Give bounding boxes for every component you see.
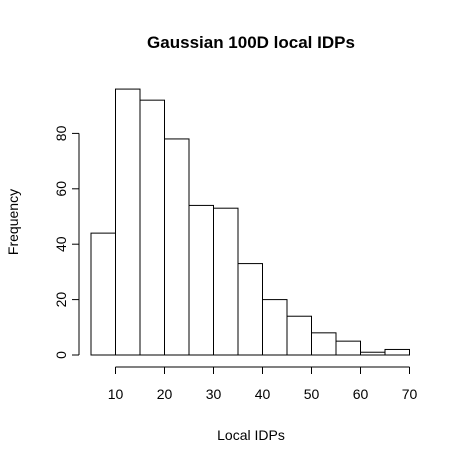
histogram-bar	[262, 299, 288, 356]
y-axis-label: Frequency	[5, 189, 21, 255]
histogram-bar	[213, 207, 239, 356]
x-tick-label: 50	[304, 386, 320, 402]
histogram-bar	[360, 351, 386, 356]
histogram-bar	[90, 232, 116, 356]
y-tick-label: 0	[53, 351, 69, 359]
histogram-bar	[384, 348, 410, 356]
x-tick-label: 20	[157, 386, 173, 402]
x-tick-label: 40	[255, 386, 271, 402]
x-axis-label: Local IDPs	[217, 427, 285, 443]
chart-title: Gaussian 100D local IDPs	[147, 33, 355, 52]
x-tick-label: 60	[353, 386, 369, 402]
y-tick-label: 20	[53, 292, 69, 308]
histogram-bar	[164, 138, 190, 356]
y-tick-label: 80	[53, 125, 69, 141]
x-axis: 10 20 30 40 50 60 70	[108, 366, 418, 402]
y-tick-label: 40	[53, 236, 69, 252]
x-tick-label: 30	[206, 386, 222, 402]
y-axis: 0 20 40 60 80	[53, 125, 80, 359]
bars-group	[90, 88, 410, 356]
histogram-bar	[286, 315, 312, 356]
histogram-bar	[311, 332, 337, 356]
histogram-bar	[139, 99, 165, 356]
x-tick-label: 10	[108, 386, 124, 402]
x-tick-label: 70	[402, 386, 418, 402]
histogram-bar	[188, 204, 214, 356]
histogram-bar	[237, 263, 263, 356]
histogram-bar	[335, 340, 361, 356]
y-tick-label: 60	[53, 181, 69, 197]
histogram-bar	[115, 88, 141, 356]
